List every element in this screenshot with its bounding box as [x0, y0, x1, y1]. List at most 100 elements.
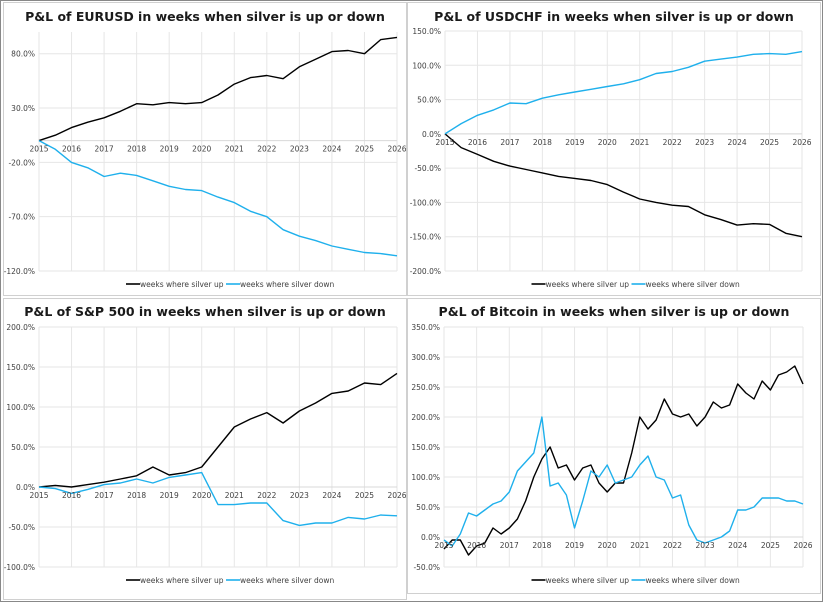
y-tick-label: 0.0% — [16, 483, 35, 492]
y-tick-label: 150.0% — [411, 443, 440, 452]
chart-title: P&L of EURUSD in weeks when silver is up… — [25, 9, 385, 24]
y-tick-label: 150.0% — [412, 27, 441, 36]
x-tick-label: 2016 — [468, 138, 487, 147]
x-tick-label: 2022 — [257, 491, 276, 500]
x-tick-label: 2018 — [533, 138, 552, 147]
x-tick-label: 2015 — [29, 145, 48, 154]
chart-svg: 350.0% 300.0% 250.0% 200.0% 150.0% 100.0% 50.0… — [411, 323, 812, 585]
x-tick-label: 2025 — [355, 145, 374, 154]
y-tick-label: 100.0% — [6, 403, 35, 412]
legend-label-up: weeks where silver up — [546, 280, 630, 289]
chart-svg: 80.0% 30.0% -20.0% -70.0% -120.0% 2015 2016 201… — [4, 32, 406, 289]
y-tick-label: -50.0% — [414, 164, 441, 173]
legend: weeks where silver up weeks where silver … — [126, 280, 334, 289]
series-line-silver-up — [38, 36, 398, 142]
x-tick-label: 2022 — [257, 145, 276, 154]
legend-label-down: weeks where silver down — [646, 576, 740, 585]
y-tick-label: -50.0% — [413, 563, 440, 572]
x-tick-label: 2019 — [565, 541, 584, 550]
x-tick-label: 2024 — [322, 491, 341, 500]
chart-svg: 200.0% 150.0% 100.0% 50.0% 0.0% -50.0% -100.0%… — [4, 323, 406, 585]
y-tick-label: -70.0% — [8, 213, 35, 222]
x-tick-label: 2023 — [695, 138, 714, 147]
x-tick-label: 2018 — [532, 541, 551, 550]
legend-label-up: weeks where silver up — [140, 280, 224, 289]
y-tick-label: -20.0% — [8, 158, 35, 167]
x-tick-label: 2016 — [467, 541, 486, 550]
x-tick-label: 2025 — [761, 541, 780, 550]
legend-label-down: weeks where silver down — [240, 576, 334, 585]
x-tick-label: 2018 — [127, 145, 146, 154]
legend-label-down: weeks where silver down — [240, 280, 334, 289]
x-tick-label: 2026 — [387, 491, 406, 500]
usdchf-chart-panel: P&L of USDCHF in weeks when silver is up… — [407, 2, 821, 296]
sp500-chart-panel: P&L of S&P 500 in weeks when silver is u… — [3, 298, 407, 600]
y-tick-label: 250.0% — [411, 383, 440, 392]
x-tick-label: 2021 — [630, 138, 649, 147]
x-tick-label: 2026 — [792, 138, 811, 147]
x-tick-label: 2023 — [290, 491, 309, 500]
y-tick-label: 350.0% — [411, 323, 440, 332]
x-tick-label: 2017 — [500, 541, 519, 550]
y-tick-label: -100.0% — [410, 198, 441, 207]
y-tick-label: 50.0% — [417, 96, 441, 105]
x-tick-label: 2018 — [127, 491, 146, 500]
x-tick-label: 2020 — [192, 145, 211, 154]
x-tick-label: 2020 — [192, 491, 211, 500]
chart-svg: 150.0% 100.0% 50.0% 0.0% -50.0% -100.0% -150.0… — [410, 27, 812, 289]
x-tick-label: 2025 — [355, 491, 374, 500]
y-tick-label: 300.0% — [411, 353, 440, 362]
legend-label-up: weeks where silver up — [140, 576, 224, 585]
x-tick-label: 2021 — [225, 491, 244, 500]
series-line-silver-down — [444, 50, 803, 135]
y-tick-label: 200.0% — [411, 413, 440, 422]
x-tick-label: 2015 — [435, 138, 454, 147]
legend: weeks where silver up weeks where silver … — [531, 280, 740, 289]
x-tick-label: 2015 — [434, 541, 453, 550]
y-tick-label: 30.0% — [11, 104, 35, 113]
y-tick-label: 150.0% — [6, 363, 35, 372]
y-tick-label: 100.0% — [412, 61, 441, 70]
x-tick-label: 2026 — [793, 541, 812, 550]
x-tick-label: 2024 — [322, 145, 341, 154]
legend-label-down: weeks where silver down — [646, 280, 740, 289]
legend: weeks where silver up weeks where silver … — [126, 576, 334, 585]
x-tick-label: 2022 — [663, 541, 682, 550]
x-tick-label: 2026 — [387, 145, 406, 154]
chart-title: P&L of S&P 500 in weeks when silver is u… — [24, 304, 386, 319]
x-tick-label: 2025 — [760, 138, 779, 147]
series-line-silver-up — [444, 133, 803, 238]
y-tick-label: 50.0% — [11, 443, 35, 452]
y-tick-label: 50.0% — [416, 503, 440, 512]
bitcoin-chart-panel: P&L of Bitcoin in weeks when silver is u… — [407, 298, 821, 594]
chart-title: P&L of Bitcoin in weeks when silver is u… — [438, 304, 790, 319]
series-line-silver-down — [38, 139, 398, 257]
legend: weeks where silver up weeks where silver … — [531, 576, 740, 585]
series-line-silver-up — [38, 372, 398, 488]
y-tick-label: 0.0% — [421, 533, 440, 542]
series-line-silver-down — [38, 471, 398, 527]
x-tick-label: 2020 — [598, 541, 617, 550]
y-tick-label: -120.0% — [4, 267, 35, 276]
x-tick-label: 2020 — [598, 138, 617, 147]
eurusd-chart-panel: P&L of EURUSD in weeks when silver is up… — [3, 2, 407, 296]
y-tick-label: -200.0% — [410, 267, 441, 276]
x-tick-label: 2016 — [62, 145, 81, 154]
x-tick-label: 2017 — [500, 138, 519, 147]
series-line-silver-up — [443, 365, 804, 556]
y-tick-label: -150.0% — [410, 233, 441, 242]
legend-label-up: weeks where silver up — [546, 576, 630, 585]
x-tick-label: 2021 — [225, 145, 244, 154]
series-line-silver-down — [443, 416, 804, 547]
y-tick-label: -50.0% — [8, 523, 35, 532]
x-tick-label: 2023 — [696, 541, 715, 550]
x-tick-label: 2022 — [663, 138, 682, 147]
x-tick-label: 2017 — [95, 145, 114, 154]
y-tick-label: 100.0% — [411, 473, 440, 482]
y-tick-label: 200.0% — [6, 323, 35, 332]
x-tick-label: 2019 — [160, 491, 179, 500]
x-tick-label: 2021 — [630, 541, 649, 550]
y-tick-label: 0.0% — [422, 130, 441, 139]
x-tick-label: 2019 — [565, 138, 584, 147]
y-tick-label: -100.0% — [4, 563, 35, 572]
